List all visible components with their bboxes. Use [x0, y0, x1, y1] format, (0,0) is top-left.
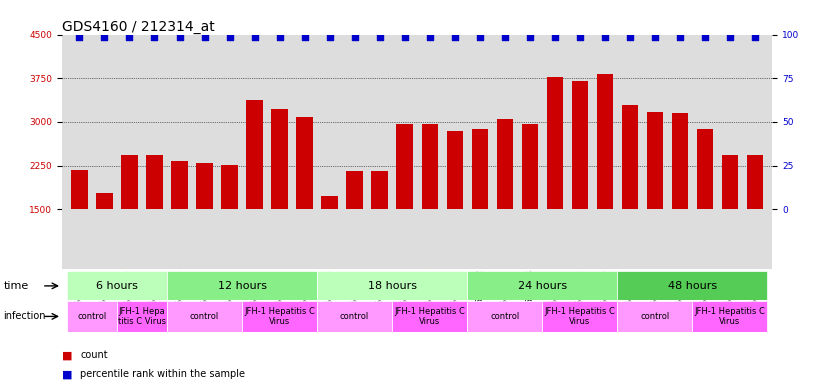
Bar	[692, 301, 767, 332]
Bar	[392, 301, 468, 332]
Point	[498, 35, 511, 41]
Point	[298, 35, 311, 41]
Bar	[67, 271, 167, 300]
Point	[248, 35, 261, 41]
Text: infection: infection	[3, 311, 45, 321]
Text: ■: ■	[62, 350, 73, 360]
Point	[148, 35, 161, 41]
Point	[123, 35, 136, 41]
Bar	[468, 271, 617, 300]
Point	[548, 35, 562, 41]
Bar	[472, 129, 488, 209]
Bar	[447, 131, 463, 209]
Text: time: time	[3, 281, 29, 291]
Point	[223, 35, 236, 41]
Bar	[421, 124, 438, 209]
Text: JFH-1 Hepa
titis C Virus: JFH-1 Hepa titis C Virus	[118, 307, 166, 326]
Point	[273, 35, 286, 41]
Bar	[71, 170, 88, 209]
Bar	[572, 81, 588, 209]
Bar	[696, 129, 713, 209]
Bar	[346, 171, 363, 209]
Point	[198, 35, 211, 41]
Bar	[622, 105, 638, 209]
Bar	[67, 301, 117, 332]
Bar	[468, 301, 542, 332]
Bar	[521, 124, 538, 209]
Bar	[596, 74, 613, 209]
Point	[724, 35, 737, 41]
Bar	[246, 100, 263, 209]
Point	[473, 35, 487, 41]
Point	[373, 35, 387, 41]
Text: JFH-1 Hepatitis C
Virus: JFH-1 Hepatitis C Virus	[544, 307, 615, 326]
Text: control: control	[640, 312, 669, 321]
Bar	[321, 196, 338, 209]
Text: ■: ■	[62, 369, 73, 379]
Bar	[672, 113, 688, 209]
Point	[398, 35, 411, 41]
Text: 18 hours: 18 hours	[368, 281, 416, 291]
Bar	[547, 77, 563, 209]
Text: 48 hours: 48 hours	[667, 281, 717, 291]
Point	[423, 35, 436, 41]
Bar	[272, 109, 287, 209]
Point	[97, 35, 111, 41]
Text: count: count	[80, 350, 107, 360]
Point	[573, 35, 586, 41]
Bar	[121, 155, 138, 209]
Text: JFH-1 Hepatitis C
Virus: JFH-1 Hepatitis C Virus	[695, 307, 765, 326]
Bar	[396, 124, 413, 209]
Bar	[167, 271, 317, 300]
Bar	[617, 271, 767, 300]
Bar	[117, 301, 167, 332]
Bar	[171, 161, 188, 209]
Bar	[647, 112, 663, 209]
Point	[673, 35, 686, 41]
Bar	[317, 301, 392, 332]
Point	[73, 35, 86, 41]
Bar	[496, 119, 513, 209]
Point	[698, 35, 711, 41]
Bar	[221, 165, 238, 209]
Text: 12 hours: 12 hours	[217, 281, 267, 291]
Text: JFH-1 Hepatitis C
Virus: JFH-1 Hepatitis C Virus	[394, 307, 465, 326]
Text: percentile rank within the sample: percentile rank within the sample	[80, 369, 245, 379]
Bar	[722, 155, 738, 209]
Bar	[297, 117, 313, 209]
Point	[348, 35, 361, 41]
Point	[648, 35, 662, 41]
Bar	[167, 301, 242, 332]
Point	[173, 35, 186, 41]
Bar	[197, 163, 212, 209]
Bar	[146, 155, 163, 209]
Point	[623, 35, 636, 41]
Point	[448, 35, 461, 41]
Text: GDS4160 / 212314_at: GDS4160 / 212314_at	[62, 20, 215, 33]
Bar	[617, 301, 692, 332]
Bar	[747, 155, 763, 209]
Point	[323, 35, 336, 41]
Bar	[97, 193, 112, 209]
Bar	[372, 171, 387, 209]
Point	[748, 35, 762, 41]
Text: 6 hours: 6 hours	[96, 281, 138, 291]
Bar	[242, 301, 317, 332]
Text: control: control	[78, 312, 107, 321]
Text: control: control	[490, 312, 520, 321]
Bar	[317, 271, 468, 300]
Text: control: control	[190, 312, 219, 321]
Point	[523, 35, 536, 41]
Point	[598, 35, 611, 41]
Text: control: control	[340, 312, 369, 321]
Text: 24 hours: 24 hours	[518, 281, 567, 291]
Text: JFH-1 Hepatitis C
Virus: JFH-1 Hepatitis C Virus	[244, 307, 315, 326]
Bar	[542, 301, 617, 332]
